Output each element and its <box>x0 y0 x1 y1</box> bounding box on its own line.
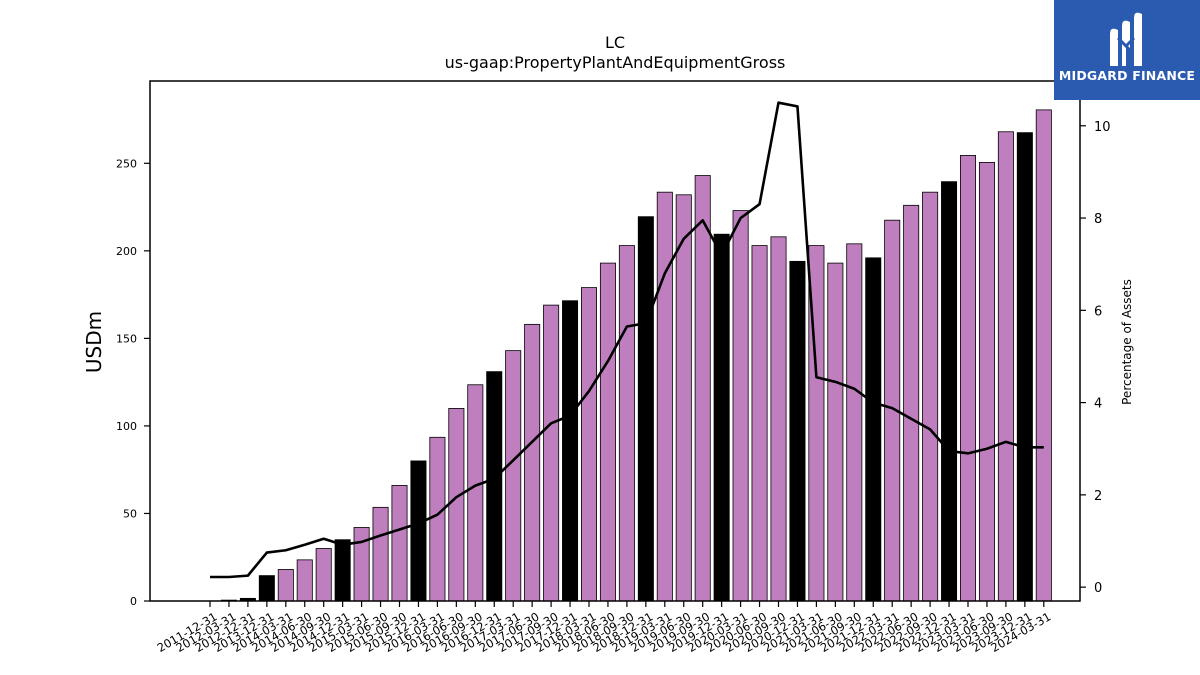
bar <box>941 181 958 602</box>
bar <box>486 371 503 602</box>
bar <box>1016 132 1033 602</box>
y-tick-label: 100 <box>116 420 137 433</box>
y-axis-label: USDm <box>82 311 106 373</box>
bar <box>429 436 446 602</box>
chart-subtitle: us-gaap:PropertyPlantAndEquipmentGross <box>445 53 786 72</box>
y-tick-label: 150 <box>116 332 137 345</box>
plot-frame <box>149 80 1081 602</box>
bar <box>391 485 408 602</box>
bar <box>997 131 1014 602</box>
bar <box>675 194 692 602</box>
y2-tick-label: 10 <box>1094 120 1111 135</box>
bar <box>827 262 844 602</box>
bar <box>372 506 389 602</box>
bar <box>618 245 635 602</box>
y-axis: 0 50 100 150 200 250 <box>116 157 150 608</box>
y2-axis: 0 2 4 6 8 10 <box>1080 120 1111 596</box>
y2-tick-label: 6 <box>1094 304 1102 319</box>
bar <box>770 236 787 602</box>
y2-axis-label: Percentage of Assets <box>1120 279 1134 405</box>
bar <box>467 384 484 602</box>
bar <box>1035 109 1052 602</box>
bar <box>846 243 863 602</box>
bar <box>978 162 995 602</box>
x-axis: 2011-12-312012-03-312012-12-312013-12-31… <box>155 601 1053 655</box>
bar <box>922 191 939 602</box>
logo-mark-icon <box>1110 12 1142 67</box>
bar <box>581 287 598 602</box>
y-tick-label: 200 <box>116 245 137 258</box>
bar <box>713 233 730 602</box>
bar <box>334 539 351 602</box>
bar <box>903 204 920 602</box>
logo: MIDGARD FINANCE <box>1054 0 1200 100</box>
bar <box>751 245 768 602</box>
bar <box>277 569 294 602</box>
y2-tick-label: 0 <box>1094 581 1102 596</box>
bar <box>448 408 465 602</box>
bar-group <box>220 109 1052 602</box>
bar <box>410 460 427 602</box>
y-tick-label: 250 <box>116 157 137 170</box>
y2-tick-label: 8 <box>1094 212 1102 227</box>
bar <box>353 527 370 602</box>
bar <box>637 216 654 602</box>
bar <box>505 350 522 602</box>
bar <box>789 260 806 602</box>
bar <box>865 257 882 602</box>
y2-tick-label: 2 <box>1094 489 1102 504</box>
chart-title: LC <box>605 33 625 52</box>
bar <box>524 323 541 602</box>
y-tick-label: 0 <box>130 595 137 608</box>
logo-text: MIDGARD FINANCE <box>1058 68 1196 83</box>
bar <box>960 155 977 602</box>
y2-tick-label: 4 <box>1094 397 1102 412</box>
bar <box>694 175 711 602</box>
bar <box>599 262 616 602</box>
bar <box>732 210 749 602</box>
bar <box>258 575 275 602</box>
bar <box>543 304 560 602</box>
bar <box>296 559 313 602</box>
bar <box>562 300 579 602</box>
line-group <box>210 101 1044 579</box>
bar <box>315 548 332 602</box>
y-tick-label: 50 <box>123 507 137 520</box>
bar <box>656 191 673 602</box>
series-line <box>210 101 1044 579</box>
